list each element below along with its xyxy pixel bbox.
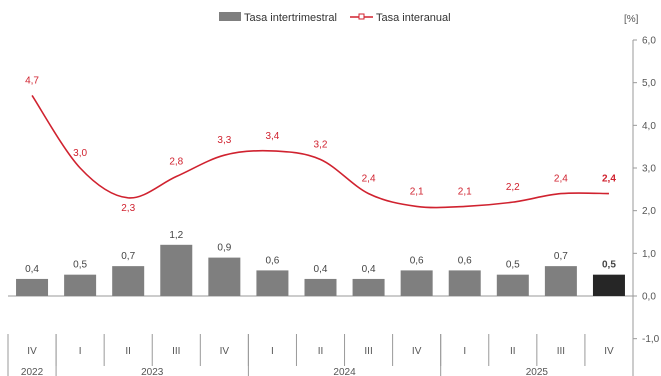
bar-value-label: 0,4 xyxy=(362,264,376,275)
bar-value-label: 0,4 xyxy=(314,264,328,275)
y-tick-label: -1,0 xyxy=(642,334,660,345)
y-tick-label: 3,0 xyxy=(642,164,656,175)
legend-label-tasa-intertrimestral: Tasa intertrimestral xyxy=(244,12,337,24)
bar-value-label: 0,5 xyxy=(73,260,87,271)
line-series xyxy=(31,95,609,209)
bar xyxy=(208,257,241,296)
x-quarter-label: I xyxy=(463,346,466,357)
line-value-label: 2,1 xyxy=(458,186,472,197)
bar xyxy=(400,270,433,296)
y-tick-label: 2,0 xyxy=(642,206,656,217)
bar xyxy=(496,274,529,296)
bar xyxy=(16,278,49,296)
y-axis-unit-label: [%] xyxy=(624,14,639,25)
bar xyxy=(448,270,481,296)
bar xyxy=(544,266,577,296)
bar-value-label: 0,4 xyxy=(25,264,39,275)
line-value-label: 3,2 xyxy=(314,139,328,150)
x-quarter-label: II xyxy=(318,346,324,357)
x-quarter-label: III xyxy=(557,346,565,357)
bar-value-label: 1,2 xyxy=(169,230,183,241)
line-value-label: 4,7 xyxy=(25,75,39,86)
bar-value-label: 0,5 xyxy=(602,260,616,271)
line-value-label: 2,1 xyxy=(410,186,424,197)
x-quarter-label: II xyxy=(125,346,131,357)
x-year-label: 2025 xyxy=(526,367,549,376)
legend-swatch-tasa-intertrimestral xyxy=(219,12,241,21)
x-quarter-label: I xyxy=(79,346,82,357)
bar-value-label: 0,6 xyxy=(265,255,279,266)
line-value-label: 2,4 xyxy=(554,174,568,185)
bar xyxy=(592,274,625,296)
line-value-label: 2,4 xyxy=(362,174,376,185)
x-quarter-label: IV xyxy=(412,346,422,357)
bar xyxy=(64,274,97,296)
bar xyxy=(256,270,289,296)
x-year-label: 2022 xyxy=(21,367,44,376)
line-value-label: 2,2 xyxy=(506,182,520,193)
line-value-label: 3,0 xyxy=(73,148,87,159)
bar xyxy=(352,278,385,296)
line-value-label: 2,3 xyxy=(121,203,135,214)
y-tick-label: 1,0 xyxy=(642,249,656,260)
line-tasa-interanual xyxy=(31,95,609,209)
line-value-label: 2,4 xyxy=(602,174,616,185)
x-quarter-label: IV xyxy=(27,346,37,357)
bar xyxy=(160,244,193,296)
x-year-label: 2023 xyxy=(141,367,164,376)
x-quarter-label: IV xyxy=(220,346,230,357)
bar-value-label: 0,9 xyxy=(217,243,231,254)
line-labels: 4,7 3,0 2,3 2,8 3,3 3,4 3,2 2,4 2,1 2,1 2,2 2,4 2,4 xyxy=(25,75,616,213)
x-quarter-label: III xyxy=(172,346,180,357)
y-tick-label: 4,0 xyxy=(642,121,656,132)
bar xyxy=(112,266,145,296)
y-tick-label: 5,0 xyxy=(642,78,656,89)
x-quarter-label: IV xyxy=(604,346,614,357)
x-quarter-label: I xyxy=(271,346,274,357)
bar-labels: 0,4 0,5 0,7 1,2 0,9 0,6 0,4 0,4 0,6 0,6 0,5 0,7 0,5 xyxy=(25,230,616,275)
line-value-label: 2,8 xyxy=(169,157,183,168)
line-value-label: 3,4 xyxy=(265,131,279,142)
bar-value-label: 0,7 xyxy=(121,251,135,262)
bar-value-label: 0,5 xyxy=(506,260,520,271)
x-quarter-label: III xyxy=(364,346,372,357)
x-year-label: 2024 xyxy=(333,367,356,376)
y-tick-label: 6,0 xyxy=(642,36,656,47)
line-value-label: 3,3 xyxy=(217,135,231,146)
bar xyxy=(304,278,337,296)
legend-label-tasa-interanual: Tasa interanual xyxy=(376,12,451,24)
legend-marker-tasa-interanual xyxy=(358,13,365,20)
bar-value-label: 0,7 xyxy=(554,251,568,262)
y-tick-label: 0,0 xyxy=(642,292,656,303)
bar-value-label: 0,6 xyxy=(410,255,424,266)
bar-value-label: 0,6 xyxy=(458,255,472,266)
legend: Tasa intertrimestral Tasa interanual xyxy=(219,12,451,24)
x-quarter-label: II xyxy=(510,346,516,357)
bar-series xyxy=(16,244,625,296)
